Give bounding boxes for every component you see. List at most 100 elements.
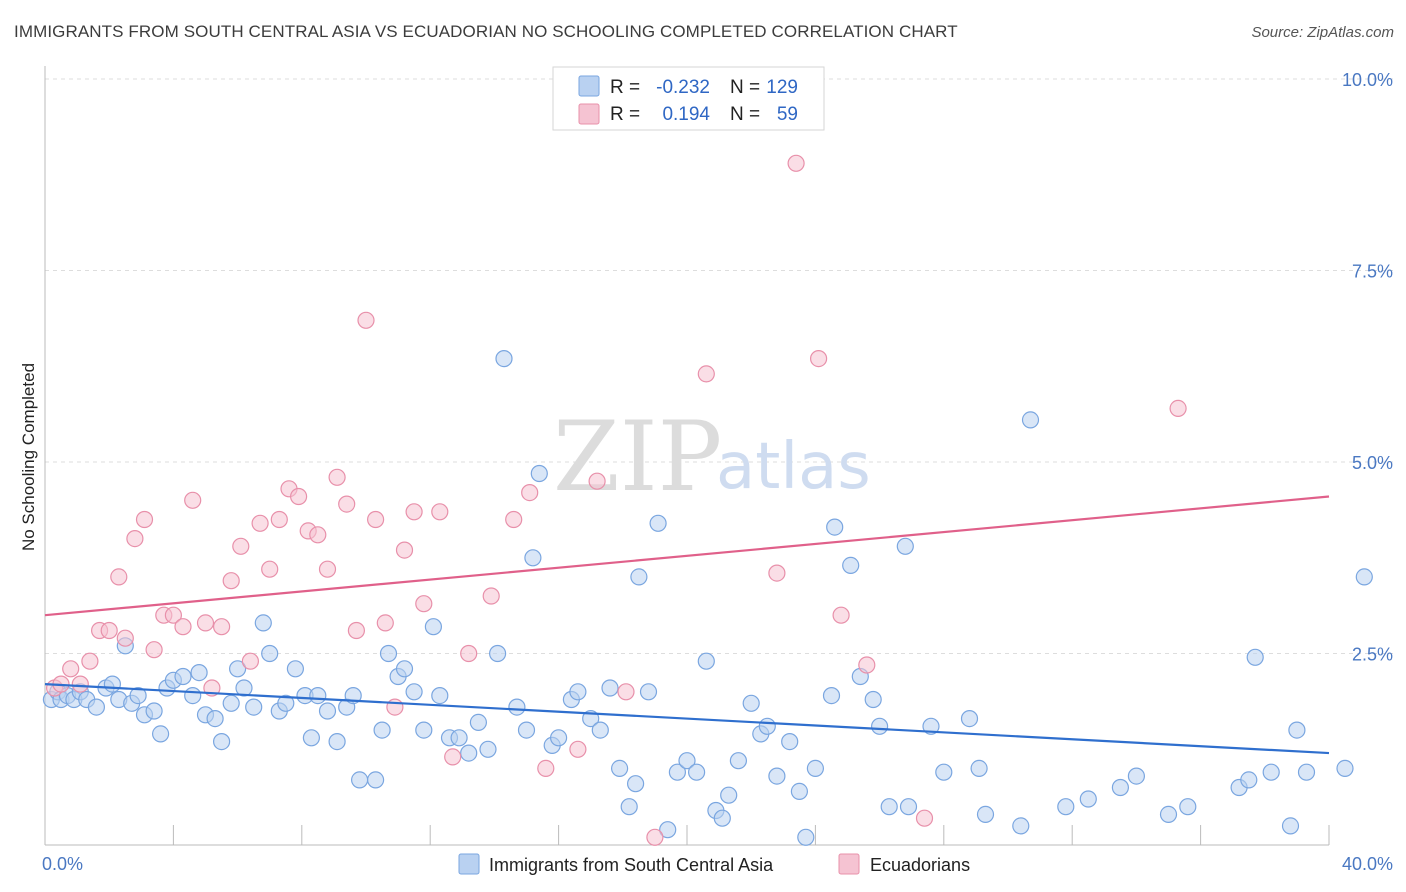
x-tick-label: 40.0%: [1342, 854, 1393, 874]
point-south-central-asia: [569, 683, 587, 701]
point-ecuadorian: [646, 828, 664, 846]
watermark-zip: ZIP: [553, 401, 722, 513]
point-south-central-asia: [145, 702, 163, 720]
point-south-central-asia: [424, 618, 442, 636]
point-south-central-asia: [450, 729, 468, 747]
point-ecuadorian: [357, 311, 375, 329]
series-legend: Immigrants from South Central Asia Ecuad…: [458, 853, 970, 875]
point-ecuadorian: [164, 606, 182, 624]
point-south-central-asia: [806, 759, 825, 778]
point-south-central-asia: [649, 514, 667, 532]
point-south-central-asia: [318, 702, 337, 720]
point-ecuadorian: [338, 495, 356, 513]
point-south-central-asia: [351, 771, 369, 789]
point-south-central-asia: [591, 721, 609, 739]
point-south-central-asia: [206, 709, 224, 728]
series-legend-swatch-pink: [838, 853, 860, 875]
legend-n-value-2: 59: [777, 104, 798, 125]
point-south-central-asia: [1281, 817, 1300, 835]
point-south-central-asia: [373, 721, 391, 739]
point-south-central-asia: [659, 821, 677, 839]
y-tick-labels: 2.5% 5.0% 7.5% 10.0%: [1342, 70, 1393, 665]
point-ecuadorian: [787, 154, 805, 172]
point-ecuadorian: [505, 510, 523, 529]
point-south-central-asia: [277, 694, 295, 712]
point-south-central-asia: [286, 660, 304, 678]
point-south-central-asia: [152, 725, 170, 743]
point-south-central-asia: [549, 729, 568, 747]
point-south-central-asia: [1079, 790, 1097, 808]
point-south-central-asia: [328, 732, 346, 751]
point-south-central-asia: [697, 652, 715, 670]
point-south-central-asia: [742, 694, 760, 712]
legend-swatch-blue: [578, 75, 600, 97]
point-ecuadorian: [110, 568, 128, 586]
point-ecuadorian: [71, 675, 89, 693]
legend-r-label-1: R =: [610, 77, 640, 98]
point-south-central-asia: [517, 721, 536, 739]
point-south-central-asia: [687, 763, 706, 781]
point-south-central-asia: [842, 556, 860, 575]
point-ecuadorian: [174, 618, 192, 636]
point-south-central-asia: [190, 663, 208, 682]
point-ecuadorian: [309, 526, 327, 544]
watermark-atlas: atlas: [716, 430, 871, 504]
point-south-central-asia: [797, 828, 815, 846]
point-ecuadorian: [347, 621, 365, 640]
point-south-central-asia: [880, 798, 898, 816]
point-south-central-asia: [720, 786, 738, 804]
point-south-central-asia: [1355, 568, 1373, 586]
point-ecuadorian: [367, 510, 385, 529]
point-south-central-asia: [668, 763, 687, 781]
point-south-central-asia: [713, 809, 731, 827]
y-tick-label: 7.5%: [1352, 262, 1393, 282]
source-label: Source: ZipAtlas.com: [1251, 24, 1394, 41]
point-south-central-asia: [1336, 759, 1354, 778]
y-tick-label: 5.0%: [1352, 453, 1393, 473]
point-south-central-asia: [790, 782, 809, 801]
point-ecuadorian: [415, 595, 433, 613]
point-ecuadorian: [444, 748, 462, 766]
point-south-central-asia: [896, 537, 914, 555]
point-south-central-asia: [415, 721, 433, 739]
point-ecuadorian: [1169, 399, 1187, 417]
series-legend-label-blue: Immigrants from South Central Asia: [489, 855, 774, 875]
point-south-central-asia: [729, 752, 748, 770]
point-south-central-asia: [508, 698, 526, 716]
point-ecuadorian: [81, 652, 99, 670]
point-south-central-asia: [1179, 798, 1197, 816]
point-south-central-asia: [379, 644, 398, 663]
legend-n-label-2: N =: [730, 104, 760, 125]
point-south-central-asia: [103, 675, 122, 693]
point-south-central-asia: [864, 690, 882, 709]
point-south-central-asia: [367, 771, 385, 789]
point-ecuadorian: [261, 560, 279, 578]
point-south-central-asia: [87, 698, 106, 716]
legend-r-value-2: 0.194: [662, 104, 710, 125]
point-ecuadorian: [858, 656, 876, 674]
point-ecuadorian: [569, 740, 587, 758]
point-south-central-asia: [469, 713, 487, 732]
point-ecuadorian: [100, 621, 118, 640]
point-south-central-asia: [970, 759, 988, 778]
point-south-central-asia: [229, 660, 247, 678]
point-ecuadorian: [405, 503, 423, 521]
x-tick-label: 0.0%: [42, 854, 83, 874]
point-south-central-asia: [174, 667, 192, 686]
point-south-central-asia: [213, 732, 231, 751]
y-axis-title: No Schooling Completed: [19, 363, 38, 551]
point-south-central-asia: [1111, 778, 1130, 797]
point-south-central-asia: [524, 549, 542, 567]
point-ecuadorian: [431, 503, 449, 521]
series-legend-label-pink: Ecuadorians: [870, 855, 970, 875]
point-south-central-asia: [405, 683, 423, 701]
stats-legend: R = -0.232 N = 129 R = 0.194 N = 59: [552, 66, 825, 131]
point-south-central-asia: [626, 775, 645, 793]
point-south-central-asia: [781, 732, 799, 751]
point-ecuadorian: [184, 491, 202, 509]
point-south-central-asia: [431, 686, 449, 705]
point-south-central-asia: [1262, 763, 1280, 781]
point-ecuadorian: [482, 587, 500, 605]
point-south-central-asia: [254, 614, 272, 632]
